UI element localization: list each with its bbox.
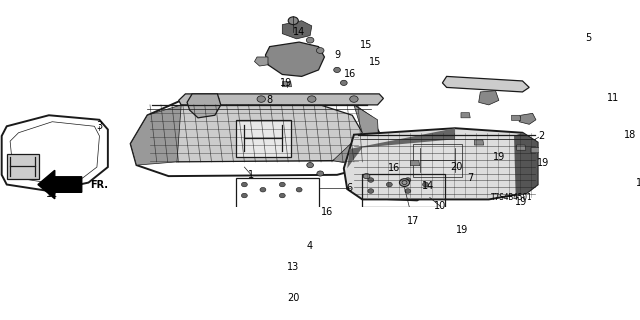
Polygon shape [38, 170, 82, 199]
Text: 19: 19 [280, 78, 292, 88]
Text: 10: 10 [434, 201, 446, 211]
Bar [236, 178, 319, 212]
Text: 11: 11 [607, 93, 620, 103]
Text: 20: 20 [451, 162, 463, 172]
Text: 15: 15 [360, 40, 372, 50]
Circle shape [296, 188, 302, 192]
Circle shape [316, 48, 324, 53]
Text: 12: 12 [46, 189, 58, 199]
Circle shape [279, 182, 285, 187]
Text: T7S4B4501: T7S4B4501 [491, 193, 532, 202]
Text: FR.: FR. [90, 180, 108, 189]
Text: 2: 2 [538, 131, 544, 141]
Text: 19: 19 [636, 178, 640, 188]
Circle shape [333, 67, 340, 73]
Text: 6: 6 [347, 183, 353, 193]
Text: 19: 19 [515, 197, 527, 207]
Bar [236, 120, 291, 157]
Polygon shape [511, 115, 521, 120]
Circle shape [241, 193, 247, 198]
Circle shape [279, 193, 285, 198]
Text: 18: 18 [624, 130, 636, 140]
Text: 14: 14 [293, 28, 305, 37]
Circle shape [349, 96, 358, 102]
Text: 13: 13 [287, 262, 300, 272]
Circle shape [257, 96, 266, 102]
Polygon shape [516, 145, 526, 150]
Circle shape [387, 182, 392, 187]
Polygon shape [255, 57, 268, 66]
Circle shape [368, 178, 374, 182]
Circle shape [260, 188, 266, 192]
Circle shape [317, 171, 324, 176]
Circle shape [422, 182, 429, 187]
Text: 7: 7 [467, 173, 474, 183]
Circle shape [405, 178, 411, 182]
Polygon shape [474, 140, 484, 145]
Text: 14: 14 [422, 181, 434, 191]
Circle shape [399, 179, 410, 187]
Polygon shape [531, 148, 540, 153]
Circle shape [364, 173, 370, 179]
Text: 17: 17 [407, 216, 419, 227]
Text: 16: 16 [321, 207, 333, 217]
Text: 16: 16 [388, 163, 401, 173]
Text: 20: 20 [287, 293, 300, 303]
Circle shape [405, 189, 411, 193]
Circle shape [241, 182, 247, 187]
Text: 16: 16 [344, 69, 356, 79]
Circle shape [288, 17, 298, 25]
Circle shape [211, 96, 219, 102]
Polygon shape [333, 105, 380, 167]
Polygon shape [479, 91, 499, 105]
Polygon shape [347, 128, 455, 168]
Polygon shape [187, 94, 221, 118]
Text: 5: 5 [585, 33, 591, 43]
Text: 3: 3 [97, 121, 102, 131]
Text: 9: 9 [334, 50, 340, 60]
Polygon shape [514, 133, 538, 197]
Text: 4: 4 [307, 241, 313, 251]
Text: 19: 19 [456, 225, 468, 235]
Polygon shape [461, 113, 470, 118]
Text: 19: 19 [538, 158, 550, 168]
Circle shape [308, 96, 316, 102]
Polygon shape [519, 113, 536, 124]
Polygon shape [344, 128, 538, 199]
Polygon shape [282, 21, 312, 39]
Polygon shape [141, 105, 362, 162]
Circle shape [340, 80, 347, 85]
Bar [7, 154, 39, 179]
Text: 8: 8 [267, 95, 273, 105]
Polygon shape [282, 82, 292, 87]
Text: 1: 1 [248, 170, 254, 180]
Circle shape [287, 295, 294, 300]
Polygon shape [378, 172, 430, 201]
Bar [413, 144, 462, 177]
Text: 19: 19 [493, 152, 505, 162]
Polygon shape [442, 76, 529, 92]
Circle shape [307, 163, 314, 168]
Bar [362, 173, 445, 207]
Polygon shape [179, 94, 383, 105]
Polygon shape [266, 42, 324, 76]
Circle shape [307, 37, 314, 43]
Circle shape [368, 189, 374, 193]
Polygon shape [131, 105, 181, 165]
Polygon shape [410, 161, 420, 166]
Text: 15: 15 [369, 57, 381, 67]
